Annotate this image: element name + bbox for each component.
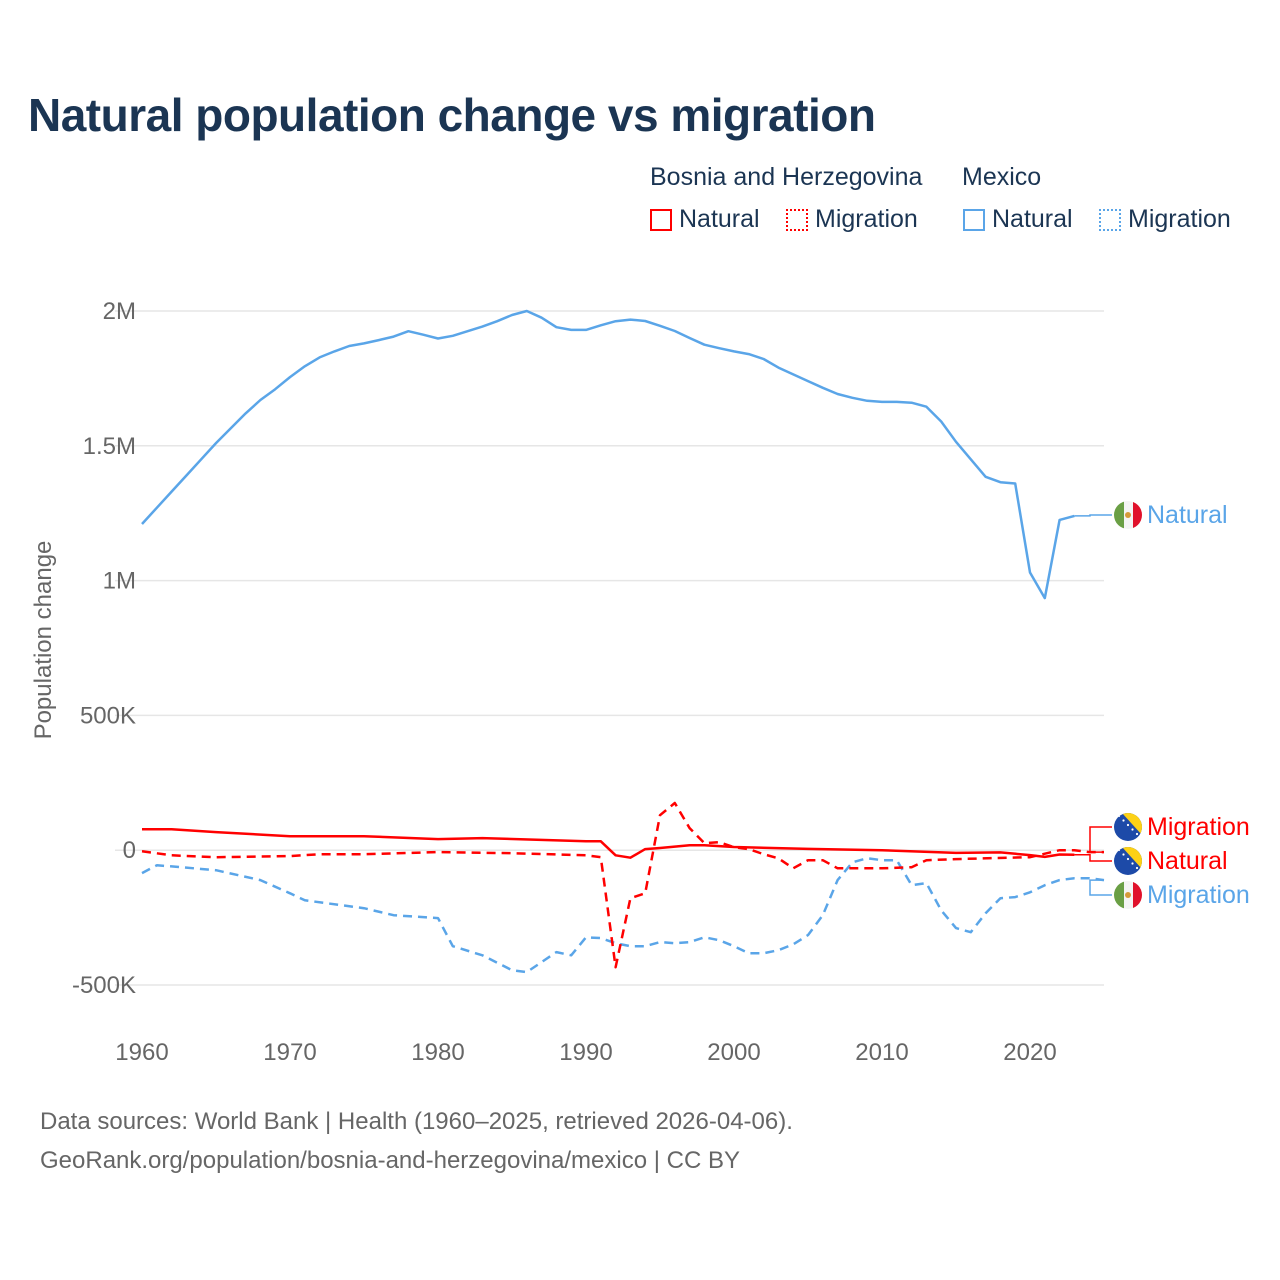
- y-tick-label: 500K: [80, 702, 136, 729]
- bosnia-flag-icon: [1114, 847, 1142, 875]
- x-tick-label: 2020: [1003, 1039, 1056, 1066]
- x-tick-label: 1970: [263, 1039, 316, 1066]
- legend-label: Migration: [815, 205, 918, 233]
- line-chart: -500K 0 500K 1M 1.5M 2M 1960 1970 1980 1990 2000 2…: [30, 298, 1250, 1066]
- x-tick-label: 1980: [411, 1039, 464, 1066]
- legend-group-bosnia: Bosnia and Herzegovina: [650, 163, 923, 191]
- end-label: Migration: [1147, 881, 1250, 909]
- legend-label: Natural: [992, 205, 1073, 233]
- x-tick-label: 1960: [115, 1039, 168, 1066]
- legend-mexico-migration[interactable]: Migration: [1099, 205, 1231, 234]
- legend-swatch-solid: [963, 208, 985, 231]
- y-tick-label: 1.5M: [83, 433, 136, 460]
- series-line-mexico-migration: [141, 857, 1105, 974]
- series-line-bosnia-and-herzegovina-natural: [142, 827, 1075, 859]
- legend-label: Migration: [1128, 205, 1231, 233]
- end-label: Natural: [1147, 847, 1228, 875]
- mexico-flag-icon: [1114, 501, 1142, 529]
- series-line-mexico-natural: [141, 309, 1075, 600]
- label-connector: [1089, 879, 1112, 896]
- legend-swatch-solid: [650, 208, 672, 231]
- legend-bosnia-migration[interactable]: Migration: [786, 205, 918, 234]
- legend-swatch-dotted: [786, 208, 808, 231]
- y-tick-label: -500K: [72, 972, 136, 999]
- x-tick-label: 2010: [855, 1039, 908, 1066]
- footer-sources: Data sources: World Bank | Health (1960–…: [40, 1108, 793, 1135]
- end-label: Natural: [1147, 501, 1228, 529]
- legend-bosnia-natural[interactable]: Natural: [650, 205, 760, 234]
- x-tick-label: 1990: [559, 1039, 612, 1066]
- footer-url: GeoRank.org/population/bosnia-and-herzeg…: [40, 1147, 740, 1174]
- label-connector: [1089, 826, 1112, 853]
- legend-group-mexico: Mexico: [962, 163, 1042, 191]
- series-line-bosnia-and-herzegovina-migration: [141, 801, 1104, 969]
- end-label: Migration: [1147, 813, 1250, 841]
- label-connector: [1074, 514, 1112, 517]
- y-tick-label: 1M: [103, 568, 136, 595]
- mexico-flag-icon: [1114, 881, 1142, 909]
- legend-label: Natural: [679, 205, 760, 233]
- x-tick-label: 2000: [707, 1039, 760, 1066]
- y-axis-label: Population change: [30, 541, 57, 740]
- legend-mexico-natural[interactable]: Natural: [963, 205, 1073, 234]
- y-tick-label: 0: [123, 837, 136, 864]
- chart-title: Natural population change vs migration: [28, 89, 876, 141]
- y-tick-label: 2M: [103, 298, 136, 325]
- label-connector: [1074, 854, 1112, 862]
- bosnia-flag-icon: [1114, 813, 1142, 841]
- legend-swatch-dotted: [1099, 208, 1121, 231]
